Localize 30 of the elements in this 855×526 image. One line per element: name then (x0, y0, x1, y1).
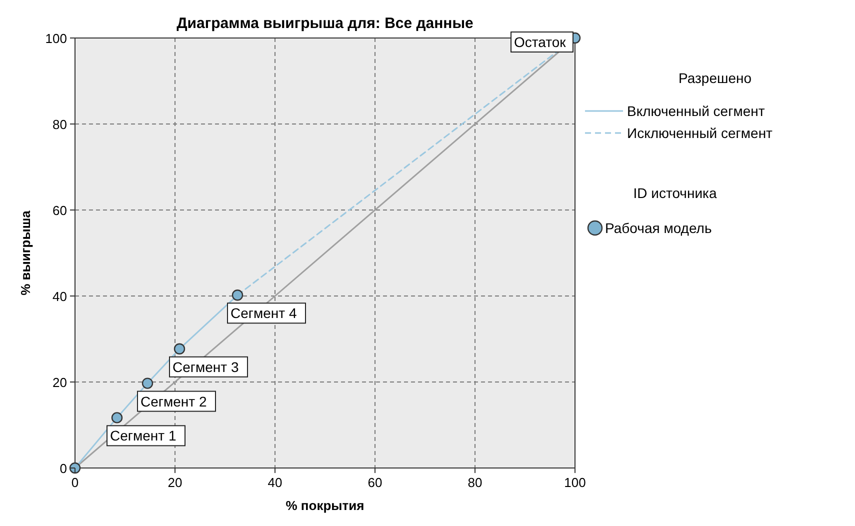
annotation: Сегмент 4 (230, 305, 297, 322)
x-tick-label: 60 (368, 475, 382, 490)
y-tick-label: 80 (52, 117, 67, 132)
x-tick-label: 0 (71, 475, 79, 490)
point (69, 462, 81, 474)
legend-label: Рабочая модель (605, 220, 712, 236)
point (142, 378, 154, 389)
y-tick-label: 0 (60, 461, 67, 476)
annotation: Сегмент 3 (172, 358, 239, 375)
y-tick-label: 20 (52, 375, 67, 390)
legend-label: Включенный сегмент (627, 103, 766, 119)
legend-label: Исключенный сегмент (627, 125, 774, 141)
y-tick-label: 60 (52, 203, 67, 218)
text: ID источника (633, 185, 717, 201)
y-axis-title: % выигрыша (18, 210, 33, 296)
x-axis-title: % покрытия (286, 498, 364, 513)
point (232, 290, 244, 301)
x-tick-label: 20 (168, 475, 182, 490)
annotation: Остаток (514, 34, 567, 50)
annotation: Сегмент 1 (110, 428, 176, 444)
x-tick-label: 80 (468, 475, 482, 490)
x-tick-label: 100 (564, 475, 586, 490)
y-tick-label: 40 (52, 289, 67, 304)
annotation: Сегмент 2 (140, 393, 207, 410)
point (111, 412, 123, 424)
point (174, 343, 186, 354)
x-tick-label: 40 (268, 475, 282, 490)
y-tick-label: 100 (45, 31, 67, 46)
chart-title: Диаграмма выигрыша для: Все данные (176, 15, 474, 32)
legend-title: Разрешено (678, 70, 752, 86)
